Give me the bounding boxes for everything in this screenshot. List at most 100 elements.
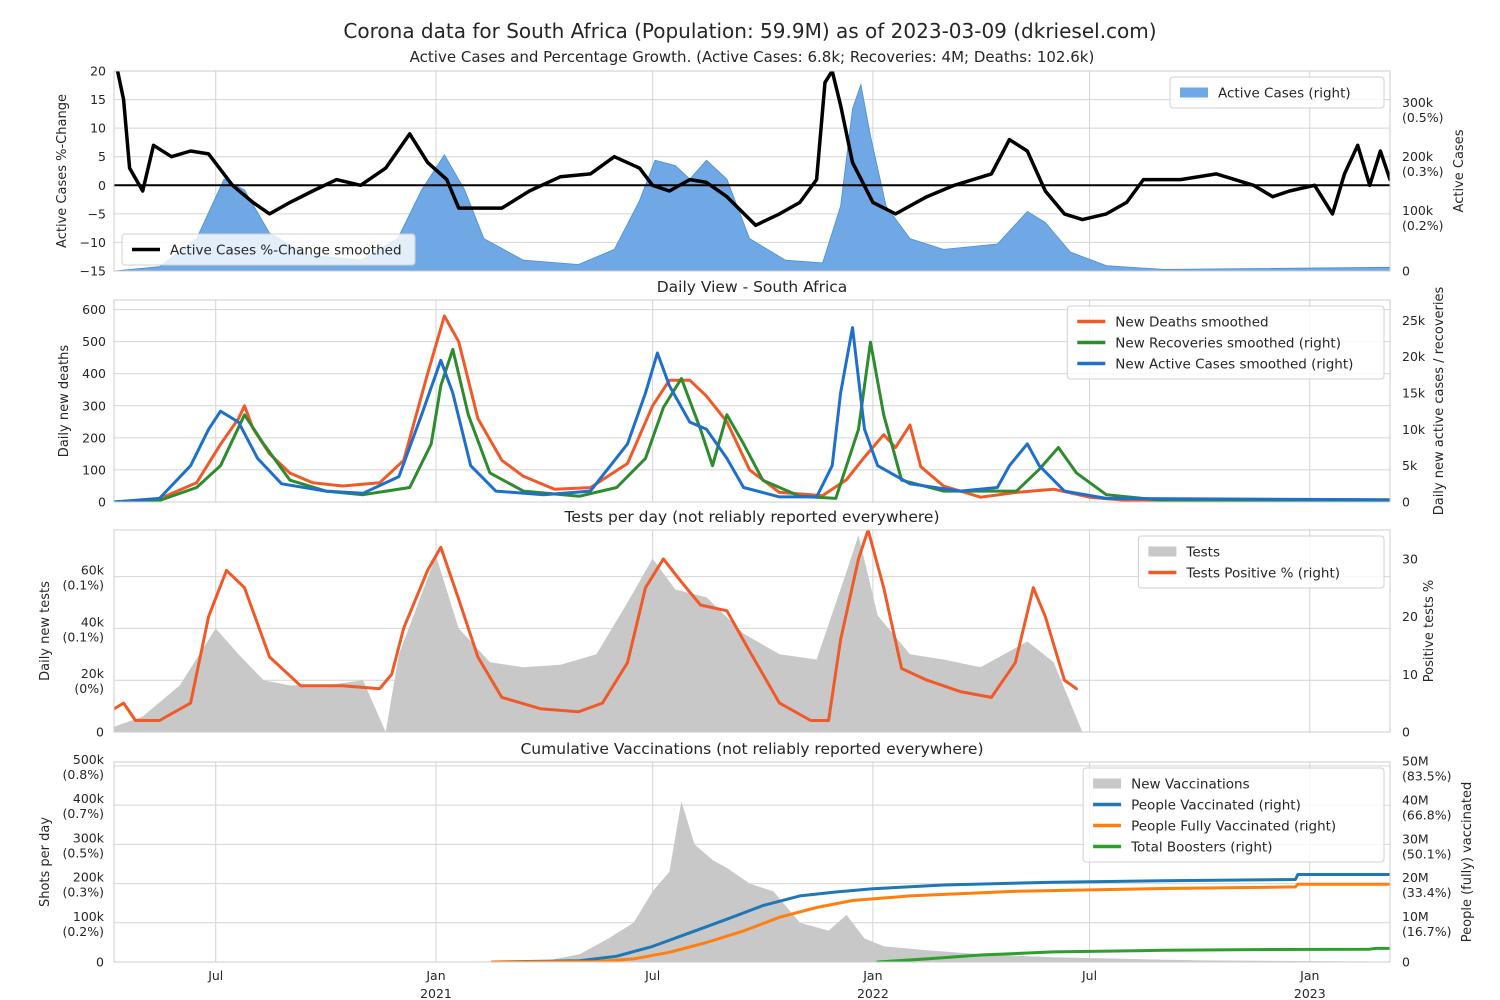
plot-area — [114, 530, 1083, 732]
y-tick-label: 500k — [73, 752, 105, 767]
y2-tick-label: 10 — [1402, 667, 1418, 682]
y-tick-pct: (0.2%) — [62, 924, 104, 939]
y2-tick-label: 20M — [1402, 870, 1429, 885]
legend-label: Total Boosters (right) — [1130, 840, 1272, 856]
y-tick-label: 20 — [90, 64, 106, 79]
legend-box — [121, 233, 416, 266]
y2-tick-label: 10k — [1402, 422, 1426, 437]
x-tick-label: Jul — [1081, 968, 1097, 983]
y2-tick-label: 20 — [1402, 609, 1418, 624]
y-axis-label: Daily new deaths — [57, 345, 72, 458]
y-tick-label: 10 — [90, 121, 106, 136]
y2-tick-pct: (0.3%) — [1402, 164, 1444, 179]
y-tick-label: −10 — [80, 235, 106, 250]
y2-axis-label: Positive tests % — [1422, 580, 1437, 682]
y-tick-pct: (0.7%) — [62, 806, 104, 821]
panel-title: Daily View - South Africa — [657, 278, 848, 296]
legend: Active Cases %-Change smoothed — [121, 233, 416, 266]
y-tick-label: 500 — [82, 334, 106, 349]
figure-subtitle: Active Cases and Percentage Growth. (Act… — [410, 48, 1095, 66]
legend-swatch — [1180, 87, 1208, 98]
x-tick-year: 2022 — [857, 986, 889, 1000]
y2-tick-label: 100k — [1402, 203, 1434, 218]
series-line-2 — [490, 873, 1390, 962]
legend-label: New Active Cases smoothed (right) — [1115, 357, 1353, 373]
y-tick-pct: (0.3%) — [62, 885, 104, 900]
series-line-4 — [876, 946, 1390, 962]
y2-axis-label: Active Cases — [1452, 129, 1467, 212]
figure-title: Corona data for South Africa (Population… — [343, 19, 1156, 43]
legend-label: People Vaccinated (right) — [1131, 798, 1301, 814]
y2-tick-label: 0 — [1402, 264, 1410, 279]
y-tick-label: 100 — [82, 462, 106, 477]
y2-tick-label: 200k — [1402, 149, 1434, 164]
y-tick-label: −5 — [88, 206, 106, 221]
x-tick-label: Jan — [1299, 968, 1319, 983]
panel-frame — [113, 70, 1391, 272]
legend-label: New Deaths smoothed — [1115, 315, 1268, 331]
legend-swatch — [1093, 778, 1122, 789]
y2-tick-pct: (83.5%) — [1402, 768, 1451, 783]
y2-tick-label: 10M — [1402, 909, 1429, 924]
y-tick-label: 0 — [98, 495, 106, 510]
series-line-3 — [490, 882, 1390, 962]
plot-area — [490, 801, 1390, 962]
y-tick-label: 600 — [82, 302, 106, 317]
legend-box — [1169, 76, 1385, 109]
x-tick-label: Jul — [207, 968, 223, 983]
y-axis-label: Daily new tests — [38, 581, 53, 681]
series-line-3 — [114, 326, 1390, 502]
panel-title: Cumulative Vaccinations (not reliably re… — [520, 740, 983, 758]
y2-tick-label: 0 — [1402, 725, 1410, 740]
legend-label: New Vaccinations — [1131, 777, 1250, 793]
y-tick-label: 100k — [73, 909, 105, 924]
plot-area — [114, 314, 1390, 502]
legend-label: New Recoveries smoothed (right) — [1115, 336, 1341, 352]
y-tick-pct: (0%) — [74, 681, 104, 696]
series-line-2 — [115, 71, 1390, 228]
y-tick-label: 200k — [73, 870, 105, 885]
y2-tick-label: 30 — [1402, 551, 1418, 566]
legend-label: Active Cases %-Change smoothed — [170, 243, 402, 259]
y2-tick-label: 50M — [1402, 753, 1429, 768]
legend: Tests Tests Positive % (right) — [1137, 535, 1385, 589]
legend: Active Cases (right) — [1169, 76, 1385, 109]
legend-label: People Fully Vaccinated (right) — [1131, 819, 1336, 835]
legend-box — [1082, 767, 1385, 863]
series-area-1 — [114, 535, 1083, 732]
y-tick-label: 200 — [82, 430, 106, 445]
legend-box — [1137, 535, 1385, 589]
y-tick-pct: (0.8%) — [62, 767, 104, 782]
x-tick-label: Jan — [862, 968, 882, 983]
panel-2: 0 100 200 300 400 500 600 0 5k 10k 15k 20k 25k Daily … — [57, 278, 1447, 515]
y2-axis-label: Daily new active cases / recoveries — [1432, 287, 1447, 516]
y-tick-label: −15 — [80, 264, 106, 279]
legend-box — [1066, 305, 1385, 380]
y2-tick-label: 25k — [1402, 313, 1426, 328]
y-axis-label: Shots per day — [38, 817, 53, 907]
series-line-2 — [114, 530, 1078, 722]
legend: New Vaccinations People Vaccinated (right… — [1082, 767, 1385, 863]
y-tick-label: 20k — [81, 666, 105, 681]
y2-tick-pct: (0.5%) — [1402, 110, 1444, 125]
legend-label: Tests — [1185, 545, 1220, 561]
panel-title: Tests per day (not reliably reported eve… — [563, 508, 939, 526]
y-tick-pct: (0.5%) — [62, 845, 104, 860]
y-tick-label: 60k — [81, 563, 105, 578]
y2-tick-label: 300k — [1402, 95, 1434, 110]
legend-swatch — [1148, 546, 1177, 557]
y-tick-label: 400 — [82, 366, 106, 381]
panel-4: Jul Jan 2021 Jul Jan 2022 Jul Jan 2023 0 100k(0.2%… — [38, 740, 1475, 1000]
y-tick-label: 300k — [73, 830, 105, 845]
y2-axis-label: People (fully) vaccinated — [1460, 782, 1475, 942]
legend-label: Tests Positive % (right) — [1185, 566, 1340, 582]
y-tick-pct: (0.1%) — [62, 578, 104, 593]
y2-tick-label: 40M — [1402, 792, 1429, 807]
y2-tick-pct: (33.4%) — [1402, 885, 1451, 900]
x-tick-label: Jan — [425, 968, 445, 983]
y-tick-label: 40k — [81, 614, 105, 629]
y2-tick-label: 15k — [1402, 386, 1426, 401]
y-tick-label: 15 — [90, 92, 106, 107]
